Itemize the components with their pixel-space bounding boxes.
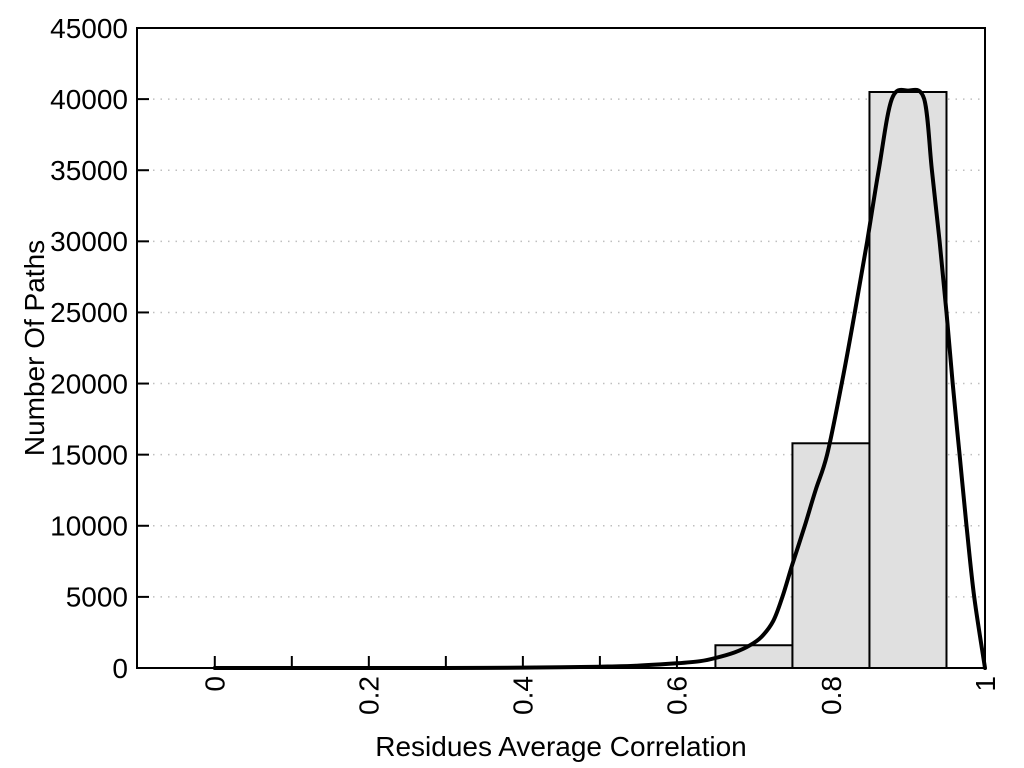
y-tick-label: 40000: [50, 84, 128, 115]
y-tick-label: 20000: [50, 368, 128, 399]
x-tick-label: 0.4: [508, 676, 539, 715]
y-axis-title: Number Of Paths: [19, 240, 50, 456]
histogram-bar: [791, 442, 871, 669]
x-tick-label: 1: [970, 676, 1001, 692]
x-tick-label: 0.6: [662, 676, 693, 715]
y-tick-label: 10000: [50, 511, 128, 542]
x-axis-title: Residues Average Correlation: [375, 731, 746, 762]
plot-area: 0 5000 10000 15000 20000 25000 30000 35000 40000…: [50, 13, 1001, 715]
x-tick-label: 0: [200, 676, 231, 692]
x-tick-label: 0.8: [816, 676, 847, 715]
y-tick-label: 30000: [50, 226, 128, 257]
histogram-bar: [868, 91, 948, 669]
x-tick-label: 0.2: [354, 676, 385, 715]
y-tick-label: 0: [112, 653, 128, 684]
plot-border: [136, 27, 986, 669]
y-tick-label: 25000: [50, 297, 128, 328]
y-tick-label: 35000: [50, 155, 128, 186]
y-tick-label: 5000: [66, 582, 128, 613]
y-tick-label: 45000: [50, 13, 128, 44]
y-tick-label: 15000: [50, 439, 128, 470]
